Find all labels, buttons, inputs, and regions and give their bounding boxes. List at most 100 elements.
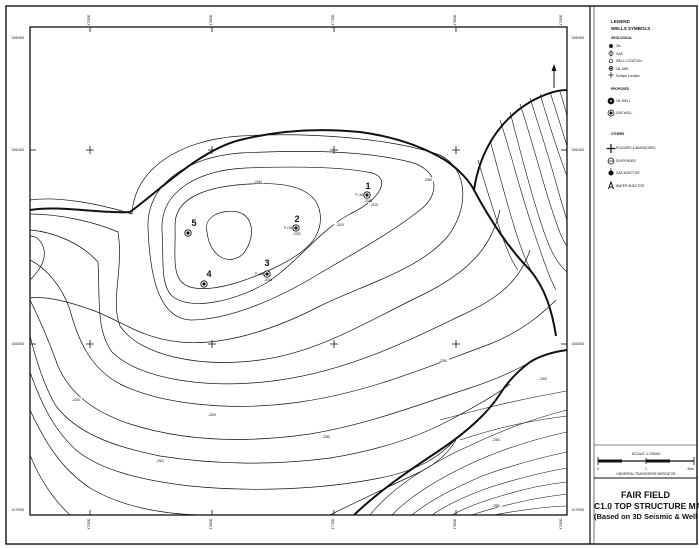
coord-right-label: 1080000	[572, 36, 585, 40]
legend-panel: LEGEND WELLS SYMBOLS GEOLOGICAL OIL GAS …	[594, 8, 697, 540]
well-depth: F=18	[284, 226, 292, 230]
well-number: 4	[206, 269, 211, 279]
coordinate-labels-left: 1080000 1081000 1082000 1079000	[12, 36, 25, 512]
legend-location-symbol-icon	[608, 58, 614, 64]
coord-bottom-label: 478000	[453, 518, 457, 529]
well-number: 5	[191, 218, 196, 228]
well-4: 4	[200, 269, 212, 288]
well-symbol-icon	[363, 191, 371, 199]
legend-oil-symbol-icon	[609, 44, 613, 48]
legend-gas-injector-icon	[608, 168, 614, 176]
well-3: 3F=18-2015	[255, 258, 272, 282]
contour-label: -2100	[336, 223, 344, 227]
coord-right-label: 1082000	[572, 342, 585, 346]
legend-surface-symbol-icon	[608, 72, 614, 78]
legend-group-proposed: PROPOSED	[611, 87, 630, 91]
legend-group-others: OTHERS	[611, 132, 625, 136]
contour-label: -2050	[424, 178, 432, 182]
scale-projection: UNIVERSAL TRANSVERSE MERCATOR	[616, 472, 676, 476]
map-subtitle: (Based on 3D Seismic & Well Data)	[594, 512, 699, 521]
fault-block-contours-se	[369, 390, 567, 515]
contour-label: -2150	[72, 398, 80, 402]
map-title: C1.0 TOP STRUCTURE MAP	[594, 501, 699, 511]
coord-top-label: 475000	[87, 14, 91, 25]
north-arrow-icon	[551, 64, 557, 88]
structure-contours	[30, 134, 557, 515]
well-number: 1	[365, 181, 370, 191]
coord-top-label: 479000	[559, 14, 563, 25]
contour-label: -2100	[370, 203, 378, 207]
coord-bottom-label: 476000	[209, 518, 213, 529]
coordinate-labels-top: 475000 476000 477000 478000 479000	[87, 14, 563, 25]
well-symbol-icon	[263, 270, 271, 278]
legend-item-well-location: WELL LOCATION	[616, 59, 642, 63]
border-ticks	[30, 27, 567, 515]
contour-label: -2200	[539, 377, 547, 381]
contour-label: -2300	[492, 438, 500, 442]
coord-bottom-label: 479000	[559, 518, 563, 529]
fault-traces	[30, 89, 567, 515]
outer-frame	[5, 5, 698, 545]
well-symbol-icon	[184, 229, 192, 237]
contour-label: -2250	[322, 435, 330, 439]
legend-item-water-injector: WATER INJECTOR	[616, 184, 644, 188]
well-value: -2025	[364, 199, 372, 203]
legend-symbols	[606, 44, 616, 190]
coord-right-label: 1079000	[572, 508, 585, 512]
legend-item-oil-well: OIL WELL	[616, 99, 631, 103]
scale-tick-0: 0	[597, 467, 599, 471]
well-1: 1F=18-2025	[355, 181, 372, 203]
legend-suspended-icon	[607, 157, 615, 165]
coord-left-label: 1081000	[12, 148, 25, 152]
contour-label: -2300	[156, 459, 164, 463]
coord-top-label: 478000	[453, 14, 457, 25]
legend-item-gas-well: GAS WELL	[616, 111, 633, 115]
legend-item-plugged: PLUGGED & ABANDONED	[616, 146, 656, 150]
legend-proposed-gas-icon	[607, 109, 615, 117]
legend-plugged-icon	[606, 144, 616, 153]
coord-left-label: 1082000	[12, 342, 25, 346]
coordinate-labels-right: 1080000 1081000 1082000 1079000	[572, 36, 585, 512]
well-number: 3	[264, 258, 269, 268]
legend-oilgas-symbol-icon	[608, 66, 614, 71]
legend-title: LEGEND	[611, 19, 630, 24]
fault-block-contours-ne	[477, 91, 567, 291]
contour-value-labels: -2050 -2100 -2100 -2150 -2150 -2200 -2250 -2200…	[70, 177, 549, 508]
contour-label: -2150	[254, 180, 262, 184]
legend-water-injector-icon	[608, 180, 614, 190]
coord-right-label: 1081000	[572, 148, 585, 152]
well-number: 2	[294, 214, 299, 224]
well-2: 2F=18-2020	[284, 214, 301, 236]
map-field-name: FAIR FIELD	[621, 490, 670, 500]
legend-item-gas-injector: GAS INJECTOR	[616, 171, 640, 175]
legend-item-gas: GAS	[616, 51, 623, 56]
legend-proposed-oil-icon	[607, 97, 615, 105]
scale-tick-1: 1	[645, 467, 647, 471]
well-symbol-icon	[200, 280, 208, 288]
map-neatline	[29, 26, 568, 516]
well-value: -2015	[264, 278, 272, 282]
coord-bottom-label: 475000	[87, 518, 91, 529]
legend-item-surface: Surface Location	[616, 74, 640, 78]
contour-label: -2350	[492, 504, 500, 508]
scale-label: SCALE 1:25000	[632, 451, 661, 456]
legend-group-geological: GEOLOGICAL	[611, 36, 633, 40]
grid-crosses	[86, 146, 460, 348]
well-5: 5	[184, 218, 197, 237]
contour-label: -2200	[208, 413, 216, 417]
coordinate-labels-bottom: 475000 476000 477000 478000 479000	[87, 518, 563, 529]
legend-item-oil-and: OIL AND	[616, 66, 629, 71]
legend-subtitle: WELLS SYMBOLS	[611, 26, 651, 31]
coord-left-label: 1079000	[12, 508, 25, 512]
scale-bar	[597, 457, 695, 465]
well-symbol-icon	[292, 224, 300, 232]
legend-gas-symbol-icon	[608, 50, 614, 57]
legend-item-oil: OIL	[616, 44, 622, 48]
well-depth: F=18	[355, 193, 363, 197]
contour-label: -2250	[439, 359, 447, 363]
legend-item-suspended: SUSPENDED	[616, 159, 636, 163]
coord-top-label: 476000	[209, 14, 213, 25]
coord-bottom-label: 477000	[331, 518, 335, 529]
